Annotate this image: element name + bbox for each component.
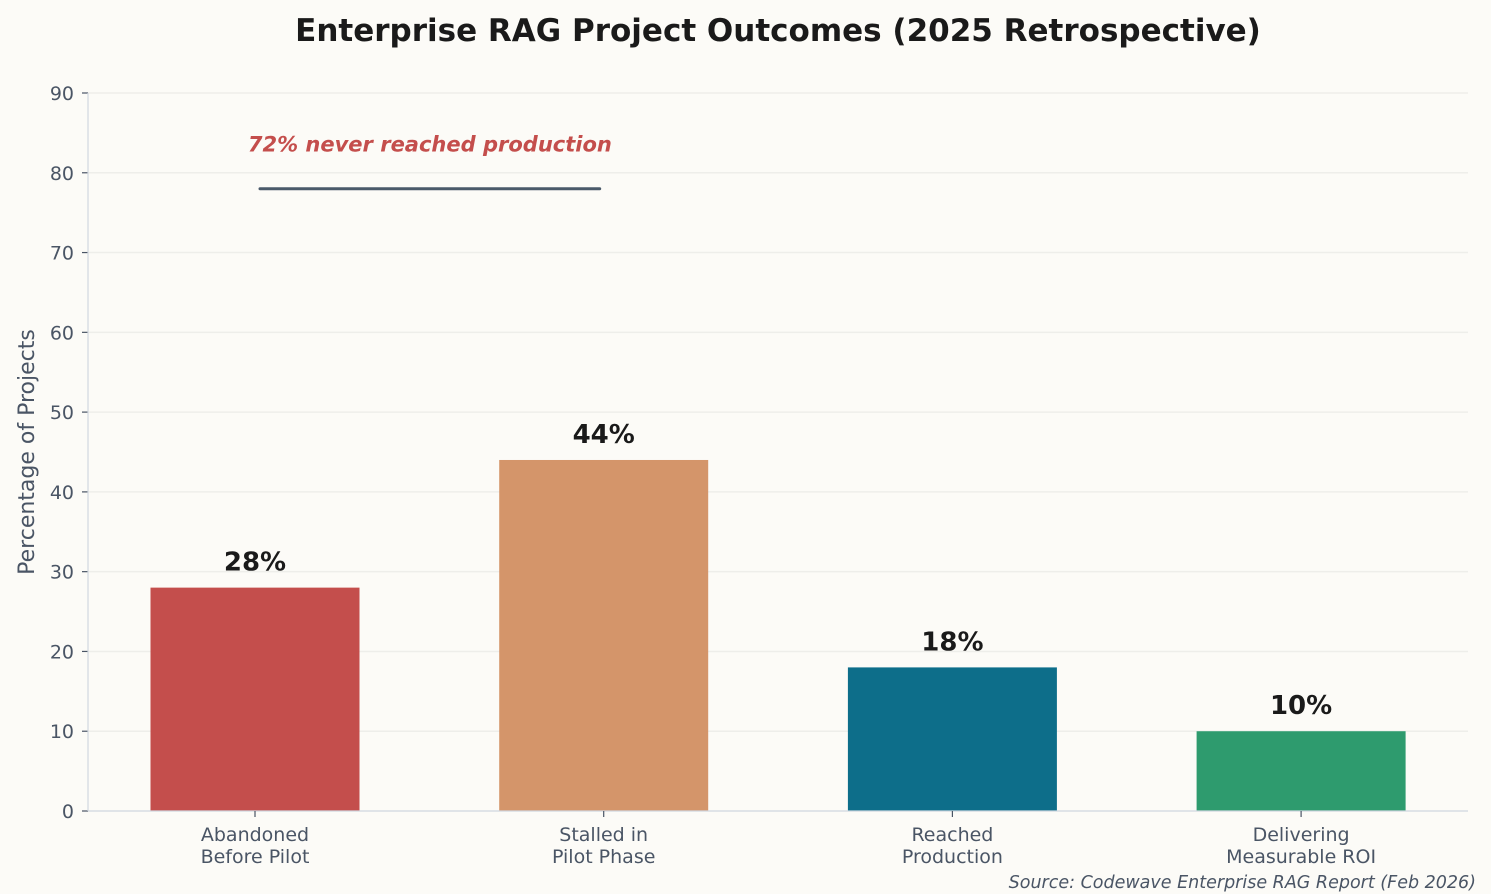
data-label: 28%: [224, 548, 286, 578]
y-axis-label: Percentage of Projects: [15, 329, 40, 575]
bar: [1196, 731, 1406, 811]
y-tick-label: 20: [50, 641, 74, 663]
x-tick-label: Production: [902, 846, 1003, 868]
y-tick-label: 30: [50, 562, 74, 584]
x-tick-label: Delivering: [1253, 824, 1350, 846]
y-tick-label: 50: [50, 402, 74, 424]
chart-title: Enterprise RAG Project Outcomes (2025 Re…: [295, 13, 1261, 49]
x-tick-label: Pilot Phase: [552, 846, 655, 868]
x-tick-label: Measurable ROI: [1226, 846, 1376, 868]
bar: [499, 459, 709, 811]
y-tick-label: 70: [50, 243, 74, 265]
x-tick-label: Abandoned: [201, 824, 309, 846]
data-label: 44%: [573, 420, 635, 450]
y-tick-label: 80: [50, 163, 74, 185]
source-note: Source: Codewave Enterprise RAG Report (…: [1009, 873, 1476, 893]
x-tick-label: Reached: [911, 824, 993, 846]
data-label: 10%: [1270, 691, 1332, 721]
x-tick-label: Before Pilot: [201, 846, 310, 868]
y-tick-label: 10: [50, 721, 74, 743]
x-tick-label: Stalled in: [559, 824, 648, 846]
bar: [847, 667, 1057, 811]
y-tick-label: 0: [62, 801, 74, 823]
annotation-text: 72% never reached production: [248, 133, 612, 157]
y-tick-label: 40: [50, 482, 74, 504]
y-tick-label: 60: [50, 322, 74, 344]
y-tick-label: 90: [50, 83, 74, 105]
data-label: 18%: [921, 627, 983, 657]
bar: [150, 587, 360, 811]
